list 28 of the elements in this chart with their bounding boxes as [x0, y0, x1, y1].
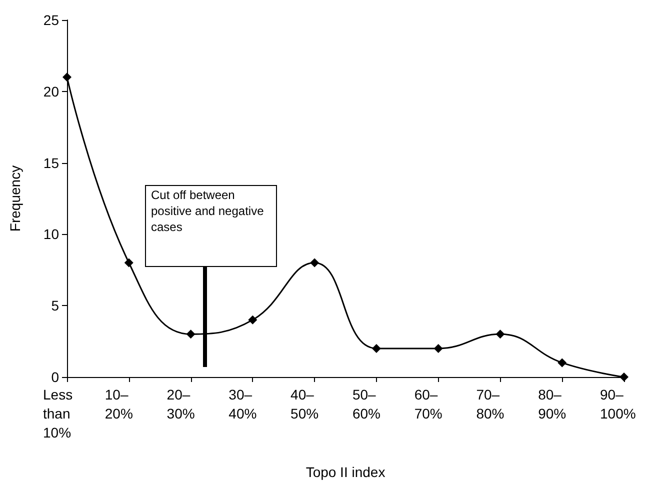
point — [62, 72, 72, 82]
x-tick-label: 30–40% — [228, 386, 257, 422]
y-tick-label: 0 — [51, 369, 60, 385]
point — [248, 315, 258, 324]
x-tick-label: 40–50% — [290, 386, 319, 422]
y-tick-label: 10 — [43, 226, 60, 242]
point — [496, 330, 505, 339]
x-tick-label: 90–100% — [600, 386, 636, 422]
x-axis-title: Topo II index — [306, 464, 386, 480]
x-tick-label: 70–80% — [476, 386, 504, 422]
y-axis-title: Frequency — [7, 165, 23, 232]
point — [124, 258, 134, 268]
x-tick-label: Less than 10% — [43, 386, 73, 440]
x-tick-label: 10–20% — [104, 386, 133, 422]
point — [372, 344, 381, 353]
point — [558, 358, 567, 368]
x-tick-label: 80–90% — [538, 386, 566, 422]
y-tick-label: 25 — [43, 12, 60, 28]
y-tick-label: 20 — [43, 83, 60, 100]
x-tick-label: 50–60% — [352, 386, 380, 422]
point — [310, 258, 320, 268]
point — [434, 344, 443, 353]
y-tick-label: 5 — [51, 298, 60, 314]
point — [186, 330, 196, 339]
x-tick-label: 60–70% — [414, 386, 442, 422]
x-tick-label: 20–30% — [166, 386, 195, 422]
annotation: Cut off between positive and negative cases — [150, 187, 265, 236]
y-tick-label: 15 — [43, 154, 60, 171]
